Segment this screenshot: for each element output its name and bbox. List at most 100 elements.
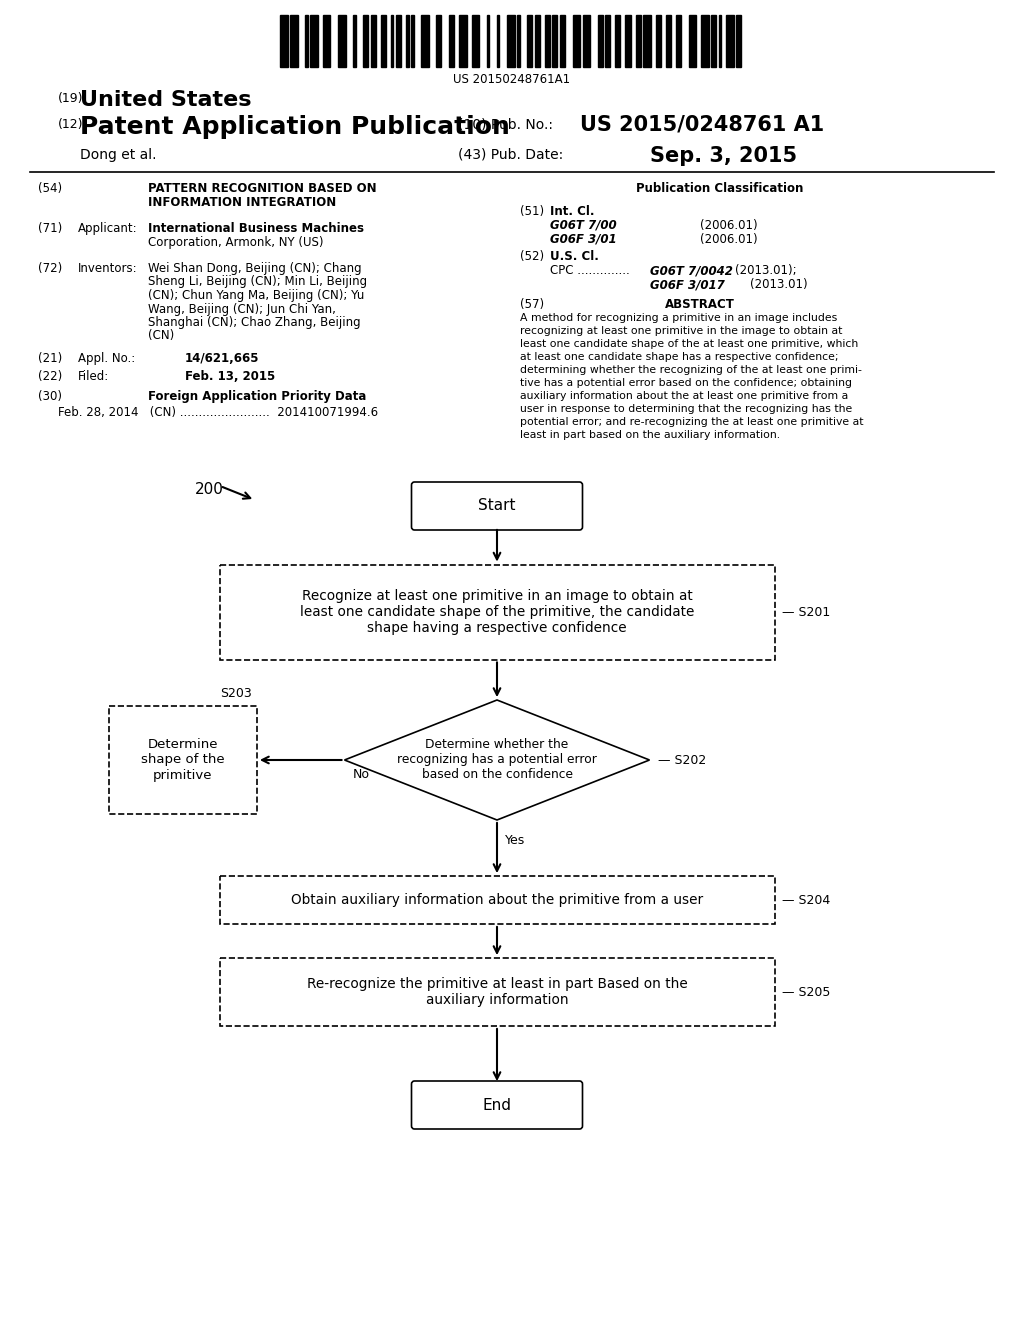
Bar	[736, 15, 741, 67]
Text: G06T 7/0042: G06T 7/0042	[650, 264, 733, 277]
Text: Wei Shan Dong, Beijing (CN); Chang: Wei Shan Dong, Beijing (CN); Chang	[148, 261, 361, 275]
Text: ABSTRACT: ABSTRACT	[665, 298, 735, 312]
Bar	[396, 15, 401, 67]
Text: G06F 3/01: G06F 3/01	[550, 234, 616, 246]
Text: Recognize at least one primitive in an image to obtain at
least one candidate sh: Recognize at least one primitive in an i…	[300, 589, 694, 635]
Polygon shape	[344, 700, 649, 820]
Text: No: No	[352, 768, 370, 781]
Text: least in part based on the auxiliary information.: least in part based on the auxiliary inf…	[520, 430, 780, 440]
Text: Filed:: Filed:	[78, 370, 110, 383]
Text: Inventors:: Inventors:	[78, 261, 137, 275]
Bar	[411, 15, 414, 67]
Text: INFORMATION INTEGRATION: INFORMATION INTEGRATION	[148, 195, 336, 209]
FancyBboxPatch shape	[412, 482, 583, 531]
Bar	[421, 15, 429, 67]
Text: Foreign Application Priority Data: Foreign Application Priority Data	[148, 389, 367, 403]
Text: — S202: — S202	[657, 754, 706, 767]
Text: (54): (54)	[38, 182, 62, 195]
Text: (71): (71)	[38, 222, 62, 235]
Text: A method for recognizing a primitive in an image includes: A method for recognizing a primitive in …	[520, 313, 838, 323]
Text: G06T 7/00: G06T 7/00	[550, 219, 616, 232]
Bar	[676, 15, 681, 67]
Text: (CN): (CN)	[148, 330, 174, 342]
Text: Applicant:: Applicant:	[78, 222, 137, 235]
Text: user in response to determining that the recognizing has the: user in response to determining that the…	[520, 404, 852, 414]
Bar	[280, 15, 288, 67]
Bar	[598, 15, 603, 67]
Bar	[371, 15, 376, 67]
Bar	[305, 15, 308, 67]
Text: Determine
shape of the
primitive: Determine shape of the primitive	[141, 738, 225, 781]
Bar	[338, 15, 345, 67]
Bar	[219, 565, 774, 660]
Bar	[323, 15, 331, 67]
Text: United States: United States	[80, 90, 252, 110]
Bar	[407, 15, 409, 67]
Text: End: End	[482, 1097, 512, 1113]
Text: (2006.01): (2006.01)	[700, 234, 758, 246]
Bar	[655, 15, 660, 67]
Text: Sheng Li, Beijing (CN); Min Li, Beijing: Sheng Li, Beijing (CN); Min Li, Beijing	[148, 276, 368, 289]
Text: (57): (57)	[520, 298, 544, 312]
Bar	[472, 15, 479, 67]
Bar	[552, 15, 557, 67]
Bar	[572, 15, 580, 67]
Bar	[391, 15, 393, 67]
Bar	[364, 15, 369, 67]
Bar	[459, 15, 467, 67]
Bar	[560, 15, 565, 67]
FancyBboxPatch shape	[412, 1081, 583, 1129]
Text: 200: 200	[195, 482, 224, 498]
Text: (19): (19)	[58, 92, 84, 106]
Text: (12): (12)	[58, 117, 84, 131]
Text: (21): (21)	[38, 352, 62, 366]
Bar	[486, 15, 489, 67]
Bar	[310, 15, 317, 67]
Text: US 20150248761A1: US 20150248761A1	[454, 73, 570, 86]
Text: Feb. 13, 2015: Feb. 13, 2015	[185, 370, 275, 383]
Bar	[583, 15, 590, 67]
Text: (2006.01): (2006.01)	[700, 219, 758, 232]
Text: (CN); Chun Yang Ma, Beijing (CN); Yu: (CN); Chun Yang Ma, Beijing (CN); Yu	[148, 289, 365, 302]
Text: US 2015/0248761 A1: US 2015/0248761 A1	[580, 115, 824, 135]
Bar	[666, 15, 671, 67]
Bar	[436, 15, 441, 67]
Text: G06F 3/017: G06F 3/017	[650, 279, 725, 290]
Text: tive has a potential error based on the confidence; obtaining: tive has a potential error based on the …	[520, 378, 852, 388]
Bar	[449, 15, 454, 67]
Text: at least one candidate shape has a respective confidence;: at least one candidate shape has a respe…	[520, 352, 839, 362]
Text: (30): (30)	[38, 389, 62, 403]
Text: least one candidate shape of the at least one primitive, which: least one candidate shape of the at leas…	[520, 339, 858, 348]
Text: Patent Application Publication: Patent Application Publication	[80, 115, 510, 139]
Bar	[626, 15, 631, 67]
Bar	[605, 15, 610, 67]
Bar	[636, 15, 641, 67]
Text: (72): (72)	[38, 261, 62, 275]
Text: Yes: Yes	[505, 834, 525, 847]
Text: 14/621,665: 14/621,665	[185, 352, 259, 366]
Text: Obtain auxiliary information about the primitive from a user: Obtain auxiliary information about the p…	[291, 894, 703, 907]
Text: (10) Pub. No.:: (10) Pub. No.:	[458, 117, 553, 132]
Bar	[726, 15, 734, 67]
Text: (2013.01);: (2013.01);	[735, 264, 797, 277]
Bar	[535, 15, 540, 67]
Bar	[527, 15, 532, 67]
Text: Shanghai (CN); Chao Zhang, Beijing: Shanghai (CN); Chao Zhang, Beijing	[148, 315, 360, 329]
Text: (43) Pub. Date:: (43) Pub. Date:	[458, 148, 563, 162]
Text: Sep. 3, 2015: Sep. 3, 2015	[650, 147, 797, 166]
Bar	[712, 15, 716, 67]
Text: S203: S203	[220, 686, 252, 700]
Text: Feb. 28, 2014   (CN) ........................  201410071994.6: Feb. 28, 2014 (CN) .....................…	[58, 407, 378, 418]
Bar	[517, 15, 519, 67]
Text: (51): (51)	[520, 205, 544, 218]
Text: — S205: — S205	[782, 986, 830, 998]
Text: U.S. Cl.: U.S. Cl.	[550, 249, 599, 263]
Text: (52): (52)	[520, 249, 544, 263]
Text: Publication Classification: Publication Classification	[636, 182, 804, 195]
Bar	[545, 15, 550, 67]
Bar	[109, 706, 257, 814]
Text: CPC ..............: CPC ..............	[550, 264, 630, 277]
Text: auxiliary information about the at least one primitive from a: auxiliary information about the at least…	[520, 391, 848, 401]
Text: International Business Machines: International Business Machines	[148, 222, 364, 235]
Text: (2013.01): (2013.01)	[750, 279, 808, 290]
